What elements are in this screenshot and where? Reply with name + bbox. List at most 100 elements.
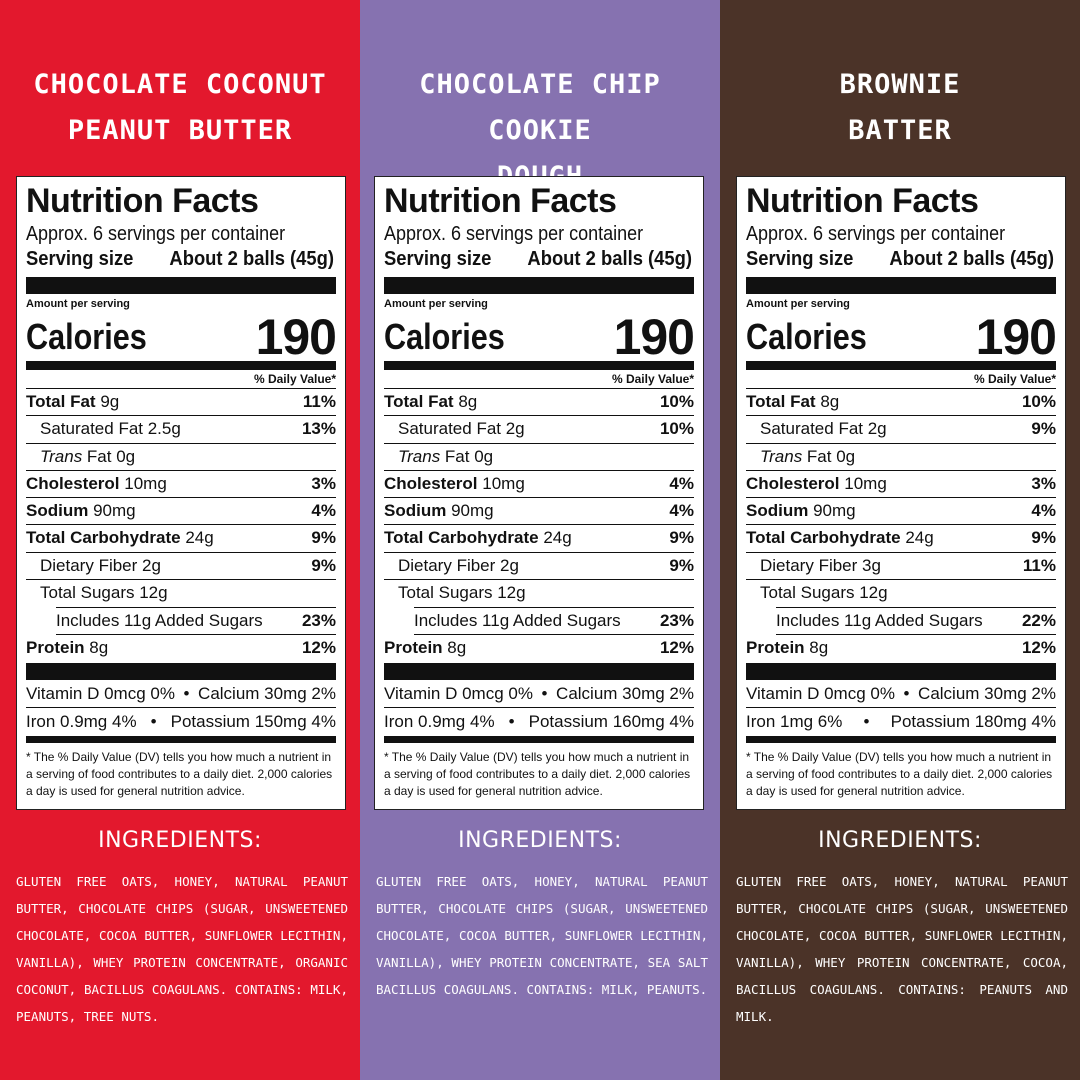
iron: Iron 0.9mg 4% — [26, 711, 137, 731]
nutrient-pct: 22% — [1021, 611, 1056, 631]
trans-fat-row: Trans Fat 0g — [746, 444, 1056, 471]
divider-medium — [26, 361, 336, 370]
calcium: Calcium 30mg 2% — [918, 683, 1056, 703]
nutrient-name: Cholesterol — [384, 473, 478, 493]
calories-label: Calories — [384, 316, 505, 357]
daily-value-header: % Daily Value* — [384, 370, 694, 389]
amount-per-serving: Amount per serving — [384, 298, 488, 310]
calcium: Calcium 30mg 2% — [556, 683, 694, 703]
flavor-title: BROWNIE BATTER — [720, 62, 1080, 158]
calories-row: Calories 190 — [384, 311, 695, 362]
nutrient-name: Sodium — [384, 501, 447, 521]
nutrient-pct: 3% — [311, 473, 336, 493]
flavor-column-1: CHOCOLATE COCONUT PEANUT BUTTER Nutritio… — [0, 0, 360, 1080]
flavor-title-line2: PEANUT BUTTER — [67, 115, 293, 146]
ingredients-text: GLUTEN FREE OATS, HONEY, NATURAL PEANUT … — [376, 874, 708, 997]
divider-heavy — [384, 662, 694, 680]
vitamin-d: Vitamin D 0mcg 0% — [26, 683, 175, 703]
trans-italic: Trans — [760, 446, 803, 466]
total-sugars-row: Total Sugars 12g — [746, 580, 1056, 607]
nutrient-name: Saturated Fat 2g — [398, 419, 525, 439]
nutrient-name: Protein — [746, 637, 805, 657]
nutrient-amount: 9g — [100, 392, 120, 411]
nutrient-name: Cholesterol — [746, 473, 840, 493]
total-fat-row: Total Fat 8g 10% — [746, 389, 1056, 417]
total-sugars-row: Total Sugars 12g — [26, 580, 336, 607]
vitamin-d: Vitamin D 0mcg 0% — [384, 683, 533, 703]
nutrient-name: Total Fat — [26, 392, 96, 411]
nutrient-amount: 8g — [820, 392, 840, 411]
trans-italic: Trans — [398, 446, 441, 466]
flavor-title-line1: BROWNIE — [839, 69, 961, 100]
daily-value-footnote: * The % Daily Value (DV) tells you how m… — [384, 749, 691, 798]
total-carb-row: Total Carbohydrate 24g 9% — [746, 525, 1056, 553]
sodium-row: Sodium 90mg 4% — [384, 498, 694, 526]
nutrient-name: Total Fat — [746, 392, 816, 411]
bullet: • — [903, 683, 910, 703]
nutrient-pct: 13% — [301, 419, 336, 439]
flavor-title-line1: CHOCOLATE CHIP COOKIE — [419, 69, 661, 146]
protein-row: Protein 8g 12% — [746, 635, 1056, 662]
iron: Iron 0.9mg 4% — [384, 711, 495, 731]
nutrient-pct: 4% — [311, 501, 336, 521]
trans-fat-row: Trans Fat 0g — [384, 444, 694, 471]
ingredients-title: INGREDIENTS: — [818, 828, 982, 853]
calories-row: Calories 190 — [746, 311, 1057, 362]
serving-size-value: About 2 balls (45g) — [527, 248, 693, 270]
nutrient-pct: 4% — [669, 501, 694, 521]
divider-thick — [26, 277, 336, 294]
nutrient-pct: 9% — [1031, 419, 1056, 439]
nutrient-amount: 10mg — [482, 473, 525, 493]
saturated-fat-row: Saturated Fat 2g 9% — [746, 416, 1056, 444]
nutrient-name: Protein — [384, 637, 443, 657]
nutrient-amount: 90mg — [813, 501, 856, 521]
nutrient-name: Total Carbohydrate — [384, 528, 539, 548]
bullet: • — [150, 711, 157, 731]
nutrient-pct: 9% — [311, 555, 336, 575]
nutrient-name: Dietary Fiber 2g — [398, 555, 519, 575]
dietary-fiber-row: Dietary Fiber 2g 9% — [26, 553, 336, 581]
nutrient-amount: 8g — [458, 392, 478, 411]
nutrient-pct: 10% — [659, 392, 694, 411]
nutrition-facts-label: Nutrition Facts Approx. 6 servings per c… — [374, 176, 704, 810]
nutrient-name: Includes 11g Added Sugars — [776, 611, 983, 631]
nutrient-amount: 8g — [447, 637, 467, 657]
nutrient-pct: 4% — [669, 473, 694, 493]
vitamin-row-2: Iron 0.9mg 4% • Potassium 150mg 4% — [26, 708, 336, 736]
total-fat-row: Total Fat 9g 11% — [26, 389, 336, 417]
nutrient-name: Includes 11g Added Sugars — [414, 611, 621, 631]
vitamin-row-1: Vitamin D 0mcg 0% • Calcium 30mg 2% — [746, 680, 1056, 708]
nutrient-amount: 24g — [185, 528, 214, 548]
nutrient-pct: 23% — [301, 611, 336, 631]
serving-size-value: About 2 balls (45g) — [169, 248, 335, 270]
nutrient-name: Sodium — [26, 501, 89, 521]
nutrient-amount: 8g — [89, 637, 109, 657]
bullet: • — [863, 711, 870, 731]
nutrient-name: Total Sugars 12g — [760, 583, 888, 603]
nutrient-name: Includes 11g Added Sugars — [56, 611, 263, 631]
protein-row: Protein 8g 12% — [384, 635, 694, 662]
nutrient-pct: 12% — [659, 637, 694, 657]
daily-value-footnote: * The % Daily Value (DV) tells you how m… — [26, 749, 333, 798]
divider-heavy — [746, 662, 1056, 680]
potassium: Potassium 160mg 4% — [528, 711, 694, 731]
divider-foot — [746, 735, 1056, 743]
flavor-title-line1: CHOCOLATE COCONUT — [33, 69, 327, 100]
potassium: Potassium 180mg 4% — [890, 711, 1056, 731]
nutrient-name: Total Fat — [384, 392, 454, 411]
total-carb-row: Total Carbohydrate 24g 9% — [384, 525, 694, 553]
trans-rest: Fat 0g — [440, 446, 494, 466]
ingredients-text: GLUTEN FREE OATS, HONEY, NATURAL PEANUT … — [16, 874, 348, 1024]
trans-rest: Fat 0g — [82, 446, 136, 466]
divider-medium — [746, 361, 1056, 370]
nutrition-facts-label: Nutrition Facts Approx. 6 servings per c… — [736, 176, 1066, 810]
nutrient-pct: 11% — [1022, 555, 1056, 575]
trans-fat-row: Trans Fat 0g — [26, 444, 336, 471]
cholesterol-row: Cholesterol 10mg 3% — [26, 471, 336, 499]
cholesterol-row: Cholesterol 10mg 3% — [746, 471, 1056, 499]
divider-heavy — [26, 662, 336, 680]
divider-thick — [746, 277, 1056, 294]
nutrient-name: Total Sugars 12g — [398, 583, 526, 603]
calories-label: Calories — [26, 316, 147, 357]
added-sugars-row: Includes 11g Added Sugars 23% — [414, 607, 694, 635]
